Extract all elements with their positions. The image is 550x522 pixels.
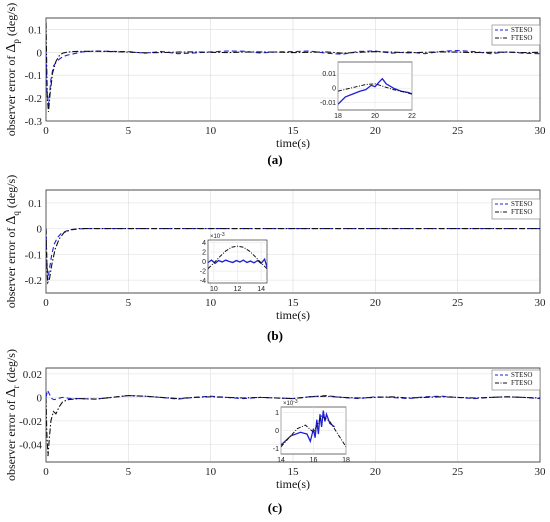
panel-c-y-tick-label: 0: [37, 392, 43, 404]
panel-c-inset-series-fteso-line: [281, 415, 346, 448]
panel-c-inset-x-tick-label: 14: [277, 457, 285, 464]
panel-a-inset-x-tick-label: 20: [371, 113, 379, 120]
panel-b-legend-box: [491, 198, 541, 220]
panel-a-x-tick-label: 10: [205, 125, 217, 137]
panel-a-inset-y-tick-label: -0.01: [320, 100, 336, 107]
panel-c-legend-box: [491, 369, 541, 391]
panel-a-x-tick-label: 30: [535, 125, 547, 137]
panel-b-inset-y-tick-label: 0: [202, 259, 206, 266]
panel-a-series-fteso-line: [46, 22, 540, 112]
panel-b-y-tick-label: -0.2: [25, 275, 42, 287]
panel-b-inset-x-tick-label: 10: [210, 286, 218, 293]
panel-a-y-axis-label: observer error of Δp (deg/s): [4, 3, 21, 136]
panel-b-x-axis-label: time(s): [276, 308, 310, 322]
panel-a-inset-y-tick-label: 0.01: [322, 71, 336, 78]
panel-b-x-tick-label: 30: [535, 297, 547, 309]
panel-c-y-tick-label: -0.02: [19, 416, 42, 428]
panel-b-y-tick-label: -0.1: [25, 249, 42, 261]
panel-c-x-axis-label: time(s): [276, 477, 310, 491]
panel-c-series-fteso-line: [46, 395, 540, 457]
panel-c-x-tick-label: 10: [205, 466, 217, 478]
panel-c-x-tick-label: 15: [288, 466, 300, 478]
panel-a-x-tick-label: 25: [452, 125, 464, 137]
panel-a-frame: [45, 17, 541, 122]
panel-c-legend-label: STESO: [511, 371, 532, 379]
panel-b-legend-label: STESO: [511, 200, 532, 208]
panel-c-inset-series-steso-line: [281, 410, 335, 446]
panel-b-inset-y-tick-label: 4: [202, 240, 206, 247]
panel-c-x-tick-label: 5: [126, 466, 132, 478]
panel-b-inset-series-steso-line: [208, 257, 267, 268]
panel-a-y-tick-label: -0.1: [25, 70, 42, 82]
panel-c-y-tick-label: -0.04: [19, 439, 42, 451]
panel-b-x-tick-label: 25: [452, 297, 464, 309]
panel-c-x-tick-label: 20: [370, 466, 382, 478]
panel-b-legend-label: FTESO: [511, 208, 532, 216]
panel-c-inset-y-tick-label: 0: [275, 428, 279, 435]
panel-c-x-tick-label: 25: [452, 466, 464, 478]
panel-b-inset-x-tick-label: 14: [257, 286, 265, 293]
panel-a-inset-x-tick-label: 22: [408, 113, 416, 120]
panel-c-frame: [45, 367, 541, 463]
panel-c-y-tick-label: 0.02: [23, 369, 42, 381]
panel-a-legend-label: STESO: [511, 26, 532, 34]
panel-b-inset-scale-label: ×10-3: [210, 232, 225, 240]
panel-b-inset-y-tick-label: -4: [200, 278, 206, 285]
panel-c-series-steso-line: [46, 388, 540, 401]
panel-a-x-tick-label: 20: [370, 125, 382, 137]
panel-c-inset-x-tick-label: 16: [310, 457, 318, 464]
panel-b-x-tick-label: 15: [288, 297, 300, 309]
panel-a-y-tick-label: -0.2: [25, 93, 42, 105]
panel-a-legend-label: FTESO: [511, 34, 532, 42]
panel-b-x-tick-label: 20: [370, 297, 382, 309]
panel-a-x-axis-label: time(s): [276, 136, 310, 150]
panel-c-inset-scale-label: ×10-3: [283, 399, 298, 407]
panel-b-inset-x-tick-label: 12: [234, 286, 242, 293]
panel-a-x-tick-label: 15: [288, 125, 300, 137]
panel-b-y-tick-label: 0: [37, 224, 43, 236]
panel-a-y-tick-label: 0: [37, 47, 43, 59]
panel-a-series-steso-line: [46, 47, 540, 106]
panel-a-inset-series-fteso-line: [338, 83, 412, 95]
panel-a-legend-box: [491, 24, 541, 46]
panel-c-inset-y-tick-label: -1: [273, 446, 279, 453]
panel-b-x-tick-label: 0: [43, 297, 49, 309]
panel-b-inset-series-fteso-line: [208, 245, 267, 270]
panel-b-series-fteso-line: [46, 228, 540, 285]
panel-a-x-tick-label: 5: [126, 125, 132, 137]
panel-b-y-axis-label: observer error of Δq (deg/s): [4, 175, 21, 308]
panel-a-inset-y-tick-label: 0: [332, 86, 336, 93]
caption-b: (b): [267, 328, 283, 343]
panel-b-y-tick-label: 0.1: [28, 198, 42, 210]
panel-c-inset-x-tick-label: 18: [342, 457, 350, 464]
panel-a-y-tick-label: 0.1: [28, 24, 42, 36]
panel-a-inset-x-tick-label: 18: [334, 113, 342, 120]
panel-b-inset-y-tick-label: 2: [202, 249, 206, 256]
panel-c-legend-label: FTESO: [511, 379, 532, 387]
panel-b-x-tick-label: 5: [126, 297, 132, 309]
caption-c: (c): [268, 500, 282, 515]
panel-b-x-tick-label: 10: [205, 297, 217, 309]
panel-c-x-tick-label: 0: [43, 466, 49, 478]
panel-a-y-tick-label: -0.3: [25, 116, 43, 128]
panel-a-x-tick-label: 0: [43, 125, 49, 137]
panel-c-x-tick-label: 30: [535, 466, 547, 478]
panel-c-y-axis-label: observer error of Δr (deg/s): [4, 349, 21, 481]
panel-a-inset-series-steso-line: [338, 77, 412, 105]
panel-c-inset-y-tick-label: 1: [275, 410, 279, 417]
panel-b-inset-y-tick-label: -2: [200, 269, 206, 276]
caption-a: (a): [267, 152, 282, 167]
